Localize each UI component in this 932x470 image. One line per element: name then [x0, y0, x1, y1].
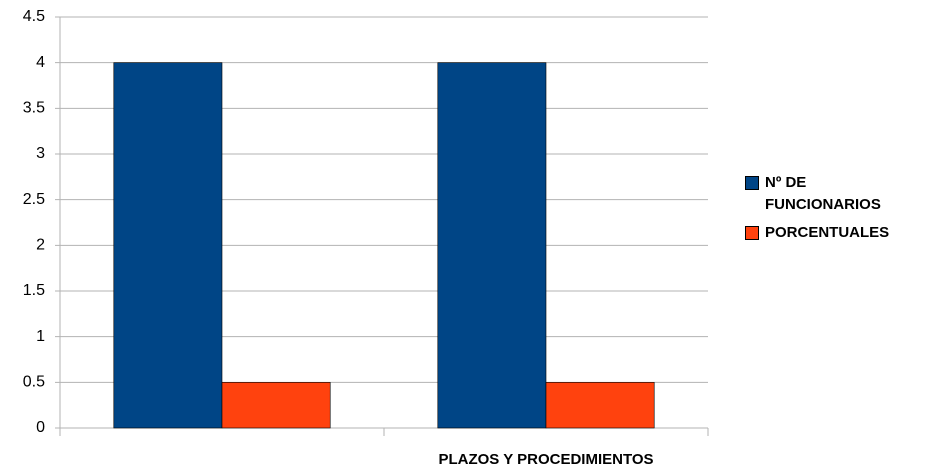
y-tick-label: 4.5: [23, 8, 45, 25]
legend-swatch: [745, 226, 759, 240]
x-tick-label: PLAZOS Y PROCEDIMIENTOS: [438, 451, 653, 468]
y-tick-label: 0: [36, 419, 45, 436]
bar: [221, 382, 331, 429]
y-tick-label: 3: [36, 145, 45, 162]
legend-swatch: [745, 176, 759, 190]
y-tick-label: 0.5: [23, 374, 45, 391]
legend-item: PORCENTUALES: [745, 222, 915, 244]
y-tick-label: 1: [36, 328, 45, 345]
bar: [545, 382, 655, 429]
legend-label: Nº DE FUNCIONARIOS: [765, 174, 881, 213]
legend-item: Nº DE FUNCIONARIOS: [745, 172, 915, 216]
y-tick-label: 3.5: [23, 100, 45, 117]
y-tick-label: 2: [36, 237, 45, 254]
y-tick-label: 4: [36, 54, 45, 71]
legend: Nº DE FUNCIONARIOS PORCENTUALES: [745, 172, 915, 250]
y-tick-label: 1.5: [23, 282, 45, 299]
legend-label: PORCENTUALES: [765, 224, 890, 241]
bar: [113, 62, 223, 429]
bar: [437, 62, 547, 429]
y-tick-label: 2.5: [23, 191, 45, 208]
